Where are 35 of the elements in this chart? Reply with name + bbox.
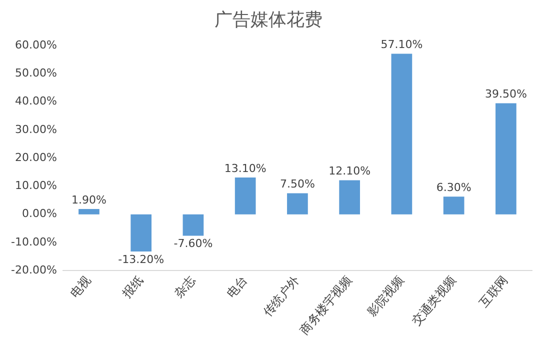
x-tick-label: 互联网 (476, 273, 511, 310)
y-tick-label: -10.00% (10, 235, 57, 248)
data-label: 6.30% (436, 180, 472, 194)
bar (443, 196, 464, 214)
data-label: -7.60% (174, 237, 213, 250)
y-tick-label: 10.00% (14, 179, 57, 192)
bar (339, 180, 360, 214)
bar (78, 209, 100, 214)
y-tick-label: 60.00% (14, 38, 57, 52)
x-tick-label: 杂志 (172, 273, 198, 301)
y-tick-label: 40.00% (14, 94, 57, 108)
x-tick-label: 电视 (68, 273, 94, 301)
bar (234, 178, 256, 214)
bar (391, 54, 412, 214)
chart-title: 广告媒体花费 (214, 9, 322, 30)
data-label: -13.20% (118, 252, 164, 266)
x-tick-label: 影院视频 (364, 273, 406, 319)
bar (182, 214, 204, 236)
bar (130, 214, 152, 252)
x-tick-label: 交通类视频 (409, 273, 459, 328)
bar (496, 103, 516, 214)
data-label: 13.10% (224, 162, 266, 175)
data-label: 1.90% (71, 193, 106, 206)
bar (287, 193, 308, 214)
x-tick-label: 报纸 (118, 273, 146, 302)
y-tick-label: 20.00% (14, 150, 57, 164)
data-label: 7.50% (280, 178, 315, 191)
y-tick-label: 30.00% (14, 122, 57, 136)
x-tick-label: 电台 (224, 273, 250, 301)
data-label: 57.10% (380, 38, 423, 52)
data-label: 39.50% (484, 88, 527, 101)
y-tick-label: -20.00% (10, 263, 57, 276)
y-tick-label: 50.00% (14, 66, 57, 80)
y-tick-label: 0.00% (22, 207, 57, 220)
data-label: 12.10% (328, 164, 371, 178)
